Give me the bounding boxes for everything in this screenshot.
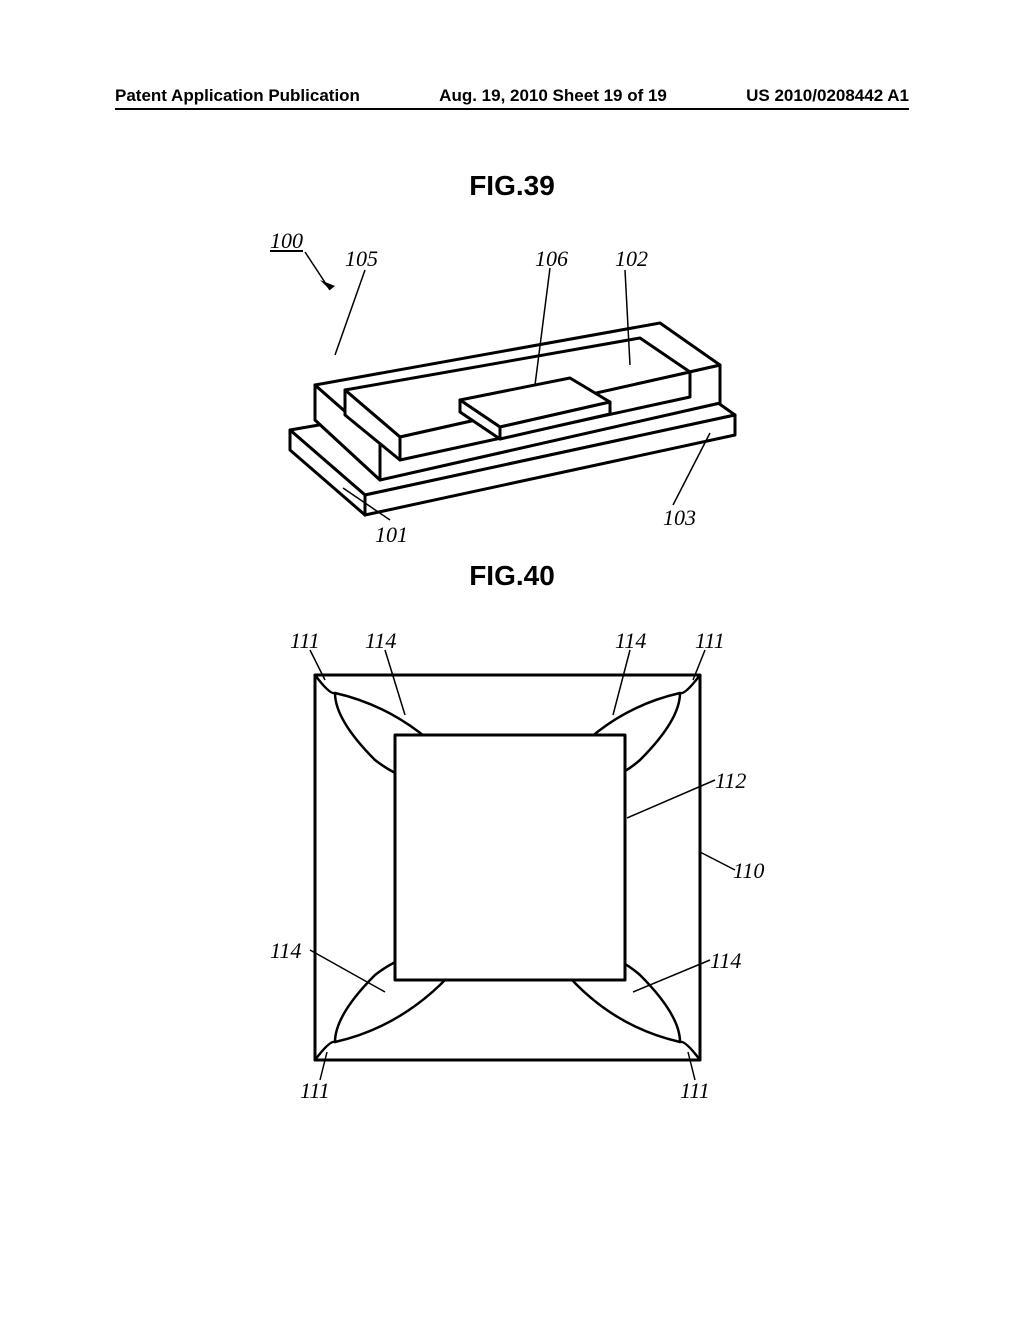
leader-110 [700,852,735,870]
label-114-tl: 114 [365,628,396,654]
header-divider [115,108,909,110]
fig40-drawing [235,620,795,1110]
fig40-title: FIG.40 [469,560,555,592]
fig40-container: 111 114 114 111 112 110 114 114 111 111 [235,620,795,1100]
leader-105 [335,270,365,355]
header-right: US 2010/0208442 A1 [746,86,909,106]
label-114-bl: 114 [270,938,301,964]
page-header: Patent Application Publication Aug. 19, … [115,86,909,106]
label-114-tr: 114 [615,628,646,654]
label-114-br: 114 [710,948,741,974]
label-105: 105 [345,246,378,272]
label-111-bl: 111 [300,1078,330,1104]
label-100: 100 [270,228,303,254]
label-101: 101 [375,522,408,548]
label-111-tl: 111 [290,628,320,654]
label-102: 102 [615,246,648,272]
label-111-br: 111 [680,1078,710,1104]
label-111-tr: 111 [695,628,725,654]
label-103: 103 [663,505,696,531]
header-center: Aug. 19, 2010 Sheet 19 of 19 [439,86,667,106]
fig40-inner [395,735,625,980]
label-112: 112 [715,768,746,794]
arrowhead-100 [320,280,335,290]
fig39-drawing [235,220,765,540]
label-106: 106 [535,246,568,272]
label-110: 110 [733,858,764,884]
fig39-container: 100 105 106 102 101 103 [235,220,765,520]
header-left: Patent Application Publication [115,86,360,106]
fig39-title: FIG.39 [469,170,555,202]
